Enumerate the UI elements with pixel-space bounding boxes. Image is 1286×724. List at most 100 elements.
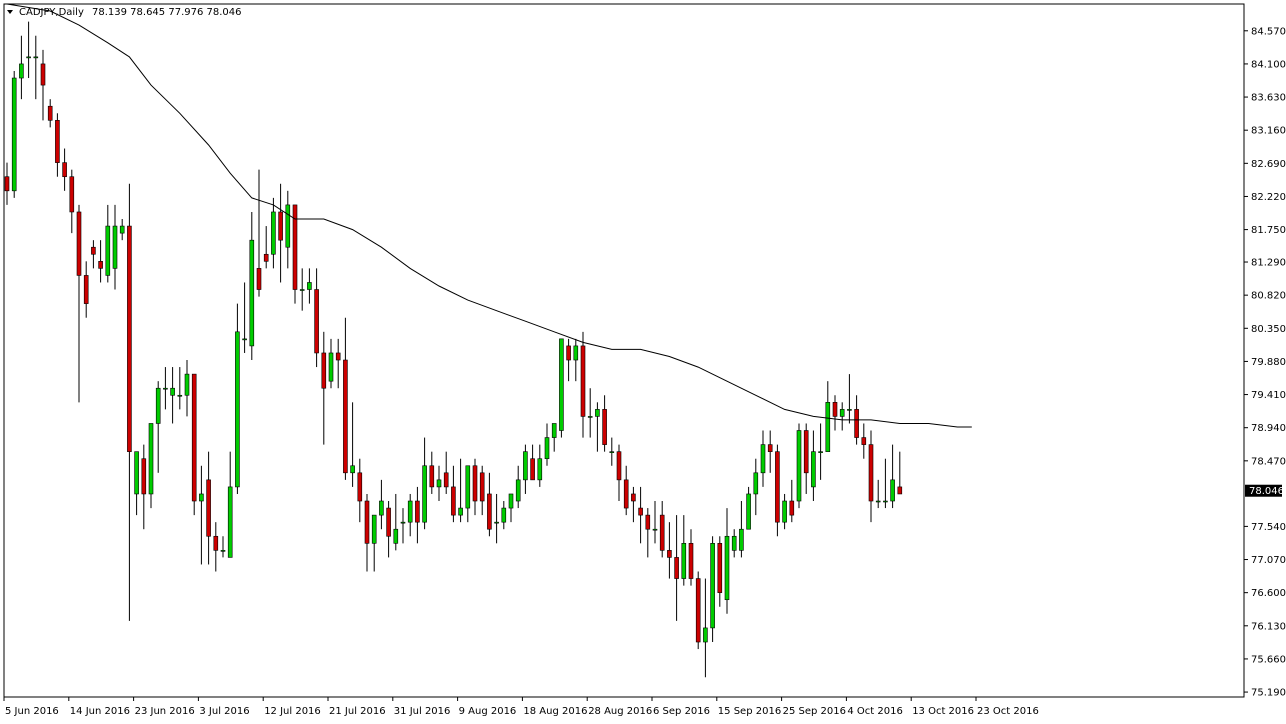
candle <box>83 261 89 318</box>
candle-body-bear <box>40 63 46 86</box>
candle-body-bull <box>199 493 204 502</box>
candle <box>515 465 521 509</box>
candle-body-bull <box>249 239 255 347</box>
candle <box>472 458 478 516</box>
candle-body-bear <box>854 409 859 438</box>
candle <box>350 402 355 487</box>
candle-body-bull <box>551 423 557 438</box>
y-tick-label: 80.820 <box>1251 291 1286 302</box>
candle-body-bear <box>789 500 795 516</box>
candle-body-bear <box>98 261 103 269</box>
candle-body-bear <box>357 472 363 502</box>
candle-body-bear <box>638 507 643 516</box>
candle-body-bear <box>335 352 341 361</box>
candle <box>112 204 118 290</box>
candle-body-bear <box>674 557 679 579</box>
candle-body-bull <box>681 543 687 579</box>
candle-body-bull <box>811 451 816 488</box>
candle-body-bull <box>220 550 226 552</box>
candle <box>436 465 442 502</box>
candle <box>386 501 391 558</box>
candle-body-bear <box>897 486 903 495</box>
candle <box>868 430 874 523</box>
candle-body-bull <box>19 63 24 79</box>
candle-body-bull <box>890 479 895 502</box>
candle <box>595 402 600 452</box>
candle-body-bear <box>472 465 478 502</box>
candle-body-bull <box>724 535 730 601</box>
candle <box>141 444 147 530</box>
candle <box>458 458 463 523</box>
candle-body-bull <box>652 528 658 531</box>
last-price-label: 78.046 <box>1249 486 1284 497</box>
candle <box>213 522 219 572</box>
candle <box>659 501 665 558</box>
candle <box>861 423 867 459</box>
candle <box>580 331 586 438</box>
candle <box>76 204 82 403</box>
candle-body-bull <box>523 451 528 481</box>
candle <box>609 437 615 466</box>
candle-body-bear <box>429 465 435 488</box>
candle-body-bull <box>227 486 233 558</box>
candle-body-bull <box>393 528 399 544</box>
candle <box>501 501 507 530</box>
candle <box>69 169 75 234</box>
candle <box>26 21 31 79</box>
candle-body-bull <box>458 507 463 516</box>
y-tick-label: 84.570 <box>1251 26 1286 37</box>
candle-body-bull <box>11 77 17 192</box>
candle-body-bear <box>645 514 651 530</box>
candle-body-bull <box>285 204 291 248</box>
y-tick-label: 76.130 <box>1251 621 1286 632</box>
y-tick-label: 75.190 <box>1251 688 1286 699</box>
y-tick-label: 84.100 <box>1251 59 1286 70</box>
candle-body-bear <box>91 246 96 255</box>
symbol-label: CADJPY,Daily <box>19 7 84 18</box>
candle <box>148 423 154 509</box>
candle-body-bull <box>271 211 276 255</box>
candle <box>782 493 787 530</box>
candle <box>263 226 269 269</box>
candle <box>652 501 658 544</box>
candle-body-bull <box>544 437 550 460</box>
candle <box>321 331 327 445</box>
candle-body-bear <box>530 458 535 481</box>
candle <box>465 465 471 523</box>
candle <box>623 465 629 516</box>
candle <box>163 367 168 410</box>
candle-body-bull <box>328 352 334 382</box>
triangle-down-icon[interactable] <box>7 10 13 14</box>
y-tick-label: 82.690 <box>1251 159 1286 170</box>
candle-body-bull <box>379 500 384 516</box>
candle-body-bear <box>616 451 622 481</box>
candle-body-bull <box>350 465 355 474</box>
candle-body-bull <box>371 514 377 544</box>
candle <box>638 486 643 544</box>
candle-body-bull <box>119 225 125 234</box>
candle-body-bull <box>537 458 543 481</box>
candle <box>191 373 197 516</box>
candle <box>451 465 456 523</box>
candle <box>443 451 449 494</box>
candle-body-bear <box>487 493 492 530</box>
candle <box>710 536 715 643</box>
candle-body-bear <box>451 486 456 516</box>
candle <box>62 148 67 191</box>
candle <box>170 367 175 424</box>
candle <box>602 395 607 452</box>
x-tick-label: 3 Jul 2016 <box>199 706 249 717</box>
candle <box>731 529 737 558</box>
candle-body-bull <box>508 493 514 509</box>
candle-body-bull <box>559 338 564 431</box>
candle-body-bear <box>263 253 269 262</box>
candle <box>796 423 802 509</box>
candle <box>47 99 53 128</box>
candle <box>91 240 96 269</box>
candle <box>33 35 39 100</box>
candle <box>703 578 708 678</box>
candle-body-bull <box>573 345 579 361</box>
candle-body-bull <box>760 444 766 474</box>
x-tick-label: 6 Sep 2016 <box>653 706 710 717</box>
